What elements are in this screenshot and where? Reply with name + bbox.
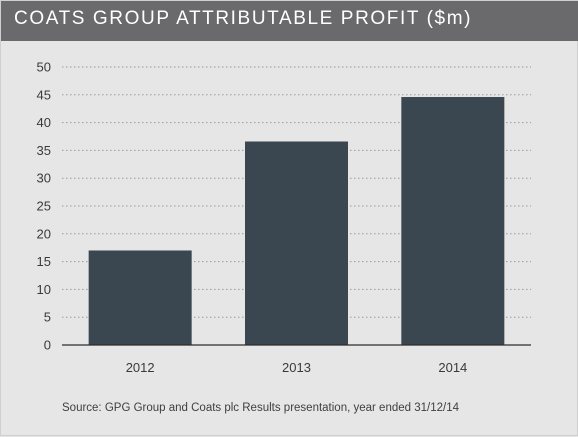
y-tick-label: 10 [37,282,51,297]
y-tick-label: 20 [37,226,51,241]
x-tick-label: 2013 [282,360,311,375]
bar-2013 [245,141,348,345]
bar-2014 [401,97,505,345]
y-tick-label: 25 [37,199,51,214]
title-bar: COATS GROUP ATTRIBUTABLE PROFIT ($m) [1,1,578,41]
chart-title: COATS GROUP ATTRIBUTABLE PROFIT ($m) [14,8,473,29]
source-note: Source: GPG Group and Coats plc Results … [62,402,459,414]
x-tick-label: 2012 [126,360,155,375]
y-tick-label: 15 [37,254,51,269]
x-axis-ticks: 2012 2013 2014 [126,360,468,375]
x-tick-label: 2014 [438,360,467,375]
y-tick-label: 0 [44,338,51,353]
y-tick-label: 5 [44,310,51,325]
y-tick-label: 30 [37,171,51,186]
bar-2012 [88,250,192,345]
y-tick-label: 40 [37,115,51,130]
bars [88,97,505,345]
y-axis-ticks: 0 5 10 15 20 25 30 35 40 45 50 [37,60,51,353]
y-tick-label: 35 [37,143,51,158]
y-tick-label: 50 [37,60,51,75]
y-tick-label: 45 [37,87,51,102]
